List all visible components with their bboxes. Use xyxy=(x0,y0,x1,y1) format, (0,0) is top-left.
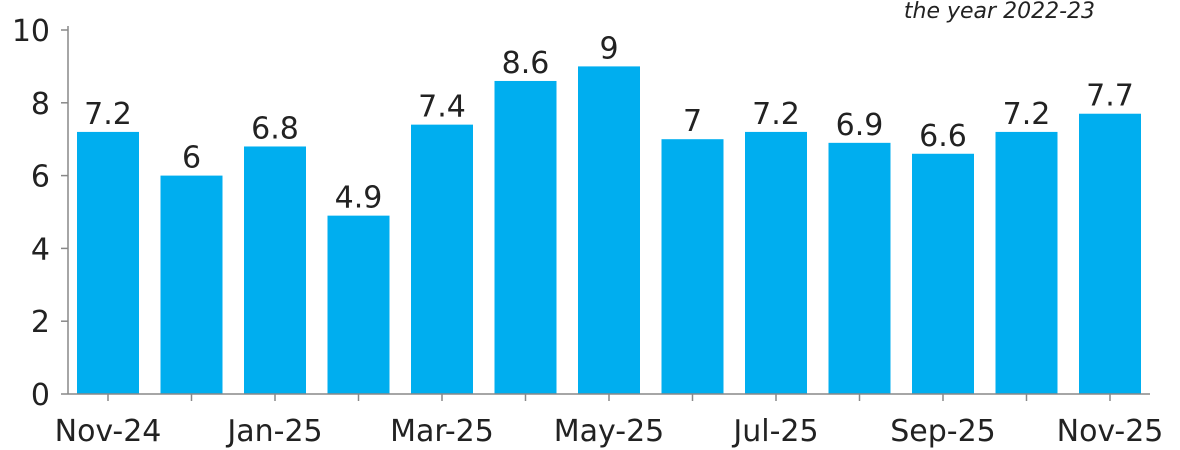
bar-oct-25 xyxy=(995,131,1058,395)
bar-jul-25 xyxy=(745,131,807,395)
y-tick-label: 8 xyxy=(31,87,50,122)
y-tick-label: 2 xyxy=(31,305,50,340)
bar-mar-25 xyxy=(411,124,473,394)
data-label: 6.8 xyxy=(251,111,299,146)
y-tick-label: 0 xyxy=(31,378,50,413)
data-label: 7.7 xyxy=(1086,79,1134,114)
y-tick-label: 10 xyxy=(12,14,50,49)
x-tick-label: Mar-25 xyxy=(390,414,494,449)
data-label: 7.2 xyxy=(752,97,800,132)
data-label: 4.9 xyxy=(335,181,383,216)
chart-note: the year 2022-23 xyxy=(904,0,1095,24)
bar-dec-24 xyxy=(160,175,223,394)
bar-jun-25 xyxy=(661,139,724,394)
x-tick-label: Jul-25 xyxy=(731,414,818,449)
data-label: 6.9 xyxy=(836,108,884,143)
y-tick-label: 6 xyxy=(31,160,50,195)
data-label: 7 xyxy=(683,104,702,139)
x-tick-label: Jan-25 xyxy=(225,414,322,449)
data-label: 7.4 xyxy=(418,90,466,125)
bar-sep-25 xyxy=(912,153,974,394)
x-tick-label: Sep-25 xyxy=(890,414,996,449)
y-axis: 0 2 4 6 8 10 xyxy=(12,14,69,413)
x-tick-label: Nov-24 xyxy=(55,414,162,449)
data-label: 9 xyxy=(599,31,618,66)
bar-nov-24 xyxy=(77,131,139,395)
bar-nov-25 xyxy=(1079,113,1141,394)
x-tick-label: May-25 xyxy=(554,414,665,449)
bar-may-25 xyxy=(578,66,640,395)
data-label: 7.2 xyxy=(1003,97,1051,132)
bar-feb-25 xyxy=(327,215,390,394)
data-label: 6 xyxy=(182,141,201,176)
data-label: 7.2 xyxy=(84,97,132,132)
y-tick-label: 4 xyxy=(31,232,50,267)
x-tick-label: Nov-25 xyxy=(1057,414,1164,449)
bar-jan-25 xyxy=(244,146,306,394)
bar-apr-25 xyxy=(494,80,557,395)
data-label: 6.6 xyxy=(919,119,967,154)
data-label: 8.6 xyxy=(502,46,550,81)
bars: 7.2 6 6.8 4.9 7.4 8.6 9 7 7.2 6.9 6.6 7.2 7.7 xyxy=(77,31,1141,395)
bar-aug-25 xyxy=(828,142,891,394)
x-axis: Nov-24 Jan-25 Mar-25 May-25 Jul-25 Sep-25 Nov-… xyxy=(55,393,1164,449)
